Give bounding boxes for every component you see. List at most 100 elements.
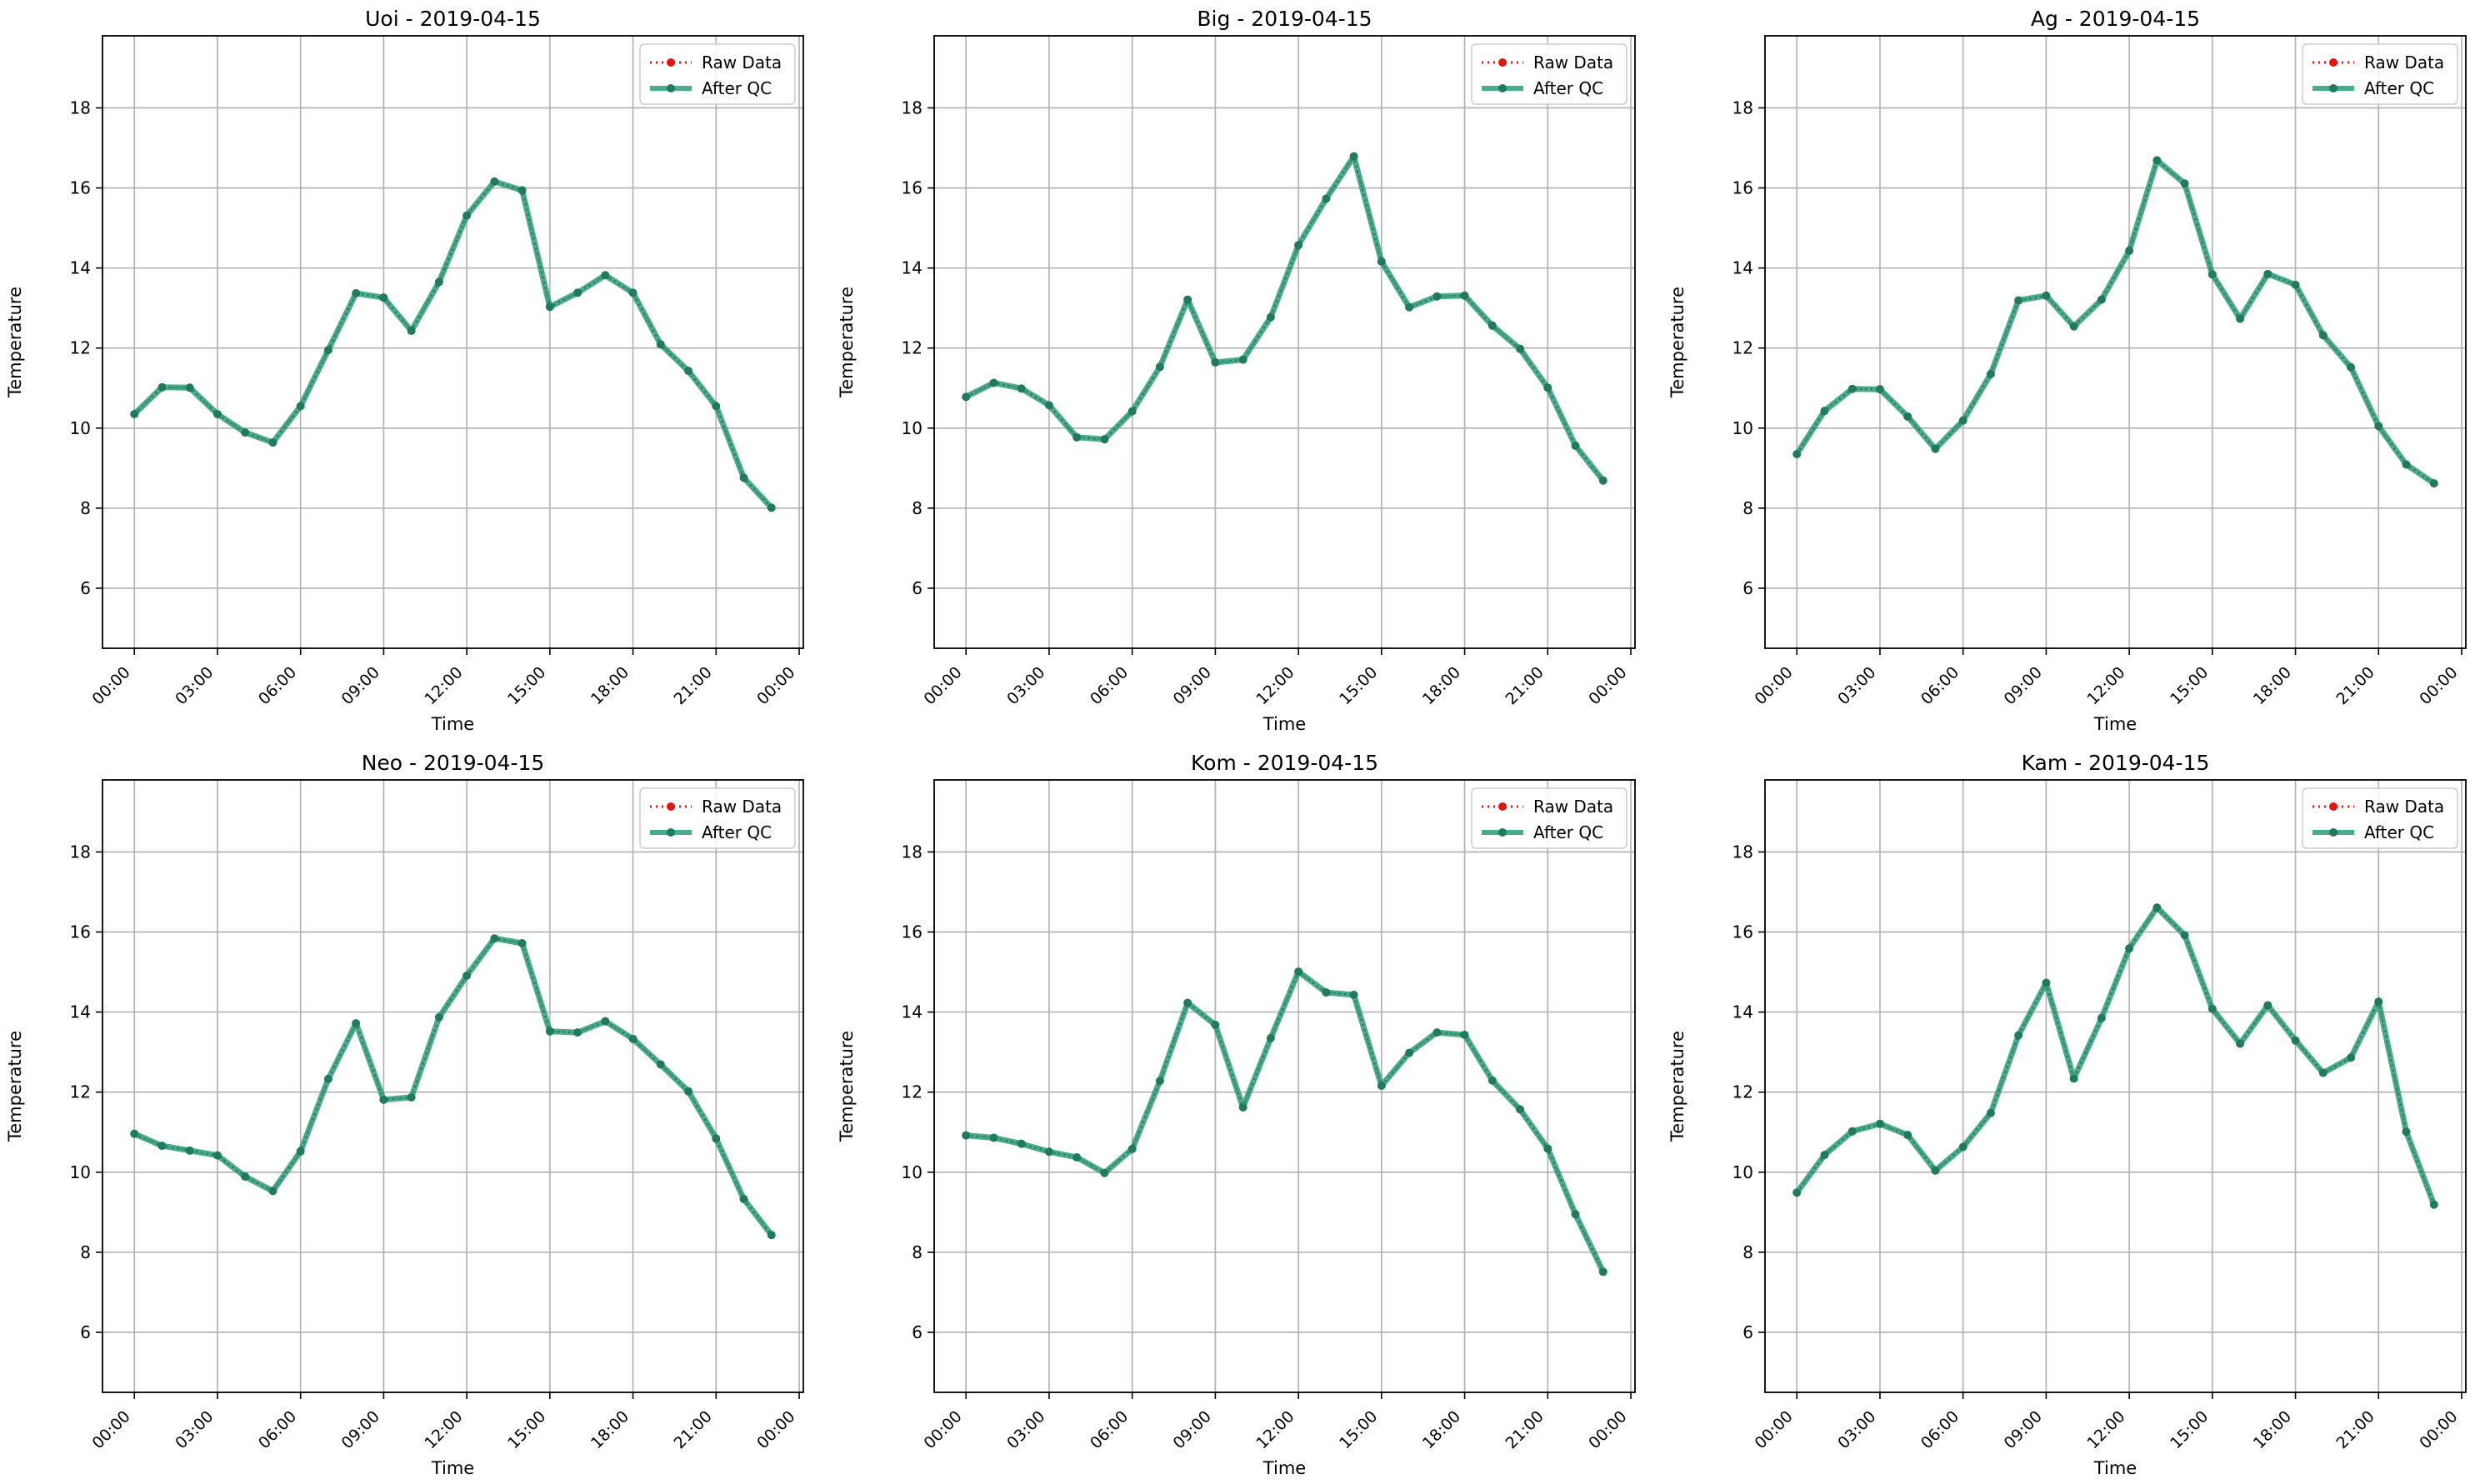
y-tick-label: 18 — [70, 97, 91, 117]
y-tick-label: 6 — [80, 1322, 91, 1342]
y-tick-label: 8 — [80, 498, 91, 518]
data-point — [407, 327, 416, 336]
legend-label-raw-data: Raw Data — [702, 52, 782, 72]
x-tick-label: 00:00 — [1751, 1407, 1796, 1452]
legend: Raw Data After QC — [1471, 787, 1628, 849]
x-tick-label: 15:00 — [1336, 663, 1381, 708]
plot-area — [934, 36, 1635, 648]
data-point — [1044, 401, 1053, 410]
legend-marker-raw-data — [667, 802, 675, 811]
data-point — [352, 288, 361, 297]
data-point — [2318, 331, 2328, 340]
data-point — [989, 1133, 998, 1142]
data-point — [1211, 1021, 1220, 1029]
data-point — [1322, 988, 1331, 997]
x-tick-label: 00:00 — [753, 663, 798, 708]
y-tick-label: 18 — [1732, 842, 1753, 862]
series-line-after-qc — [1794, 904, 2438, 1206]
data-point — [2125, 246, 2134, 255]
x-tick-label: 03:00 — [172, 663, 217, 708]
y-tick-label: 18 — [1732, 97, 1753, 117]
x-tick-label: 03:00 — [1003, 663, 1048, 708]
data-point — [1044, 1147, 1053, 1157]
data-point — [767, 1231, 776, 1240]
data-point — [684, 367, 693, 376]
data-point — [1986, 369, 1995, 378]
data-point — [2125, 944, 2134, 953]
data-point — [2014, 1031, 2023, 1040]
legend-label-after-qc: After QC — [702, 822, 772, 842]
x-tick-label: 12:00 — [1252, 663, 1298, 708]
data-point — [1875, 385, 1884, 394]
x-axis-label: Time — [1262, 714, 1306, 734]
y-tick-label: 12 — [902, 338, 922, 358]
subplot-title: Kom - 2019-04-15 — [1191, 751, 1378, 775]
x-tick-label: 00:00 — [920, 663, 965, 708]
data-point — [1238, 1102, 1248, 1112]
x-axis-label: Time — [2093, 1458, 2137, 1478]
data-point — [1377, 1082, 1386, 1091]
legend-marker-after-qc — [2329, 84, 2338, 92]
data-point — [1543, 383, 1552, 392]
y-tick-label: 16 — [902, 178, 922, 198]
data-point — [1017, 1139, 1026, 1148]
y-axis-label: Temperature — [837, 1031, 857, 1142]
x-tick-label: 18:00 — [588, 663, 632, 708]
legend-marker-raw-data — [2329, 58, 2338, 67]
legend-marker-after-qc — [667, 828, 675, 837]
y-axis-label: Temperature — [837, 287, 857, 398]
y-tick-label: 14 — [902, 1002, 922, 1022]
x-tick-label: 06:00 — [1087, 663, 1132, 708]
legend: Raw Data After QC — [639, 43, 796, 105]
data-point — [1903, 412, 1912, 421]
x-tick-label: 06:00 — [255, 1407, 300, 1452]
data-point — [1017, 384, 1026, 393]
data-point — [1848, 384, 1857, 393]
axes-frame — [933, 35, 1636, 649]
y-tick-label: 10 — [902, 418, 922, 438]
legend-label-raw-data: Raw Data — [702, 797, 782, 817]
data-point — [1903, 1131, 1912, 1140]
x-tick-label: 12:00 — [421, 663, 466, 708]
x-tick-label: 00:00 — [1585, 1407, 1630, 1452]
x-tick-label: 00:00 — [753, 1407, 798, 1452]
plot-area — [102, 780, 803, 1392]
data-point — [656, 340, 665, 349]
subplot-title: Neo - 2019-04-15 — [362, 751, 545, 775]
data-point — [1488, 321, 1497, 330]
legend-label-after-qc: After QC — [1533, 78, 1603, 98]
y-tick-label: 12 — [1732, 1082, 1753, 1102]
data-point — [1958, 416, 1968, 425]
x-tick-label: 15:00 — [2167, 663, 2212, 708]
data-point — [1931, 444, 1940, 453]
x-tick-label: 03:00 — [1003, 1407, 1048, 1452]
y-tick-label: 18 — [902, 842, 922, 862]
data-point — [1598, 476, 1608, 485]
y-tick-label: 16 — [1732, 178, 1753, 198]
x-tick-label: 00:00 — [1751, 663, 1796, 708]
legend-marker-after-qc — [1498, 828, 1507, 837]
data-point — [2042, 978, 2051, 987]
data-point — [1294, 967, 1303, 977]
data-point — [1848, 1127, 1857, 1136]
data-point — [1488, 1076, 1497, 1085]
data-point — [2429, 479, 2438, 488]
axes-frame — [102, 779, 804, 1393]
x-tick-label: 21:00 — [1502, 1407, 1548, 1452]
legend-label-raw-data: Raw Data — [2364, 797, 2444, 817]
data-point — [2097, 295, 2106, 304]
data-point — [656, 1060, 665, 1069]
data-point — [1432, 1028, 1442, 1037]
data-point — [628, 288, 638, 297]
series-line-after-qc-dots — [133, 937, 772, 1236]
data-point — [1931, 1166, 1940, 1175]
data-point — [323, 346, 332, 355]
y-tick-label: 10 — [902, 1162, 922, 1182]
x-tick-label: 18:00 — [1419, 1407, 1464, 1452]
data-point — [1875, 1119, 1884, 1128]
data-point — [739, 1194, 748, 1203]
data-point — [1349, 990, 1358, 999]
data-point — [1958, 1142, 1968, 1152]
data-point — [2347, 1053, 2356, 1062]
series-line-after-qc — [1794, 157, 2436, 486]
